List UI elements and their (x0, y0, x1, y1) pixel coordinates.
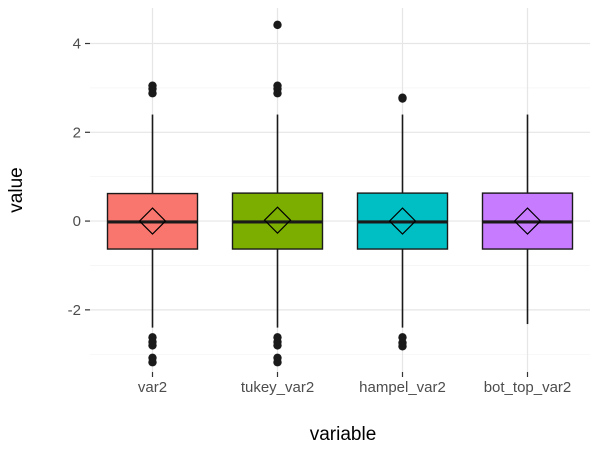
x-tick-label: bot_top_var2 (484, 379, 572, 396)
outlier-point (148, 358, 157, 367)
box-bot_top_var2 (481, 114, 574, 325)
x-axis-title: variable (310, 424, 377, 445)
outlier-point (148, 81, 157, 90)
box-hampel_var2 (356, 93, 449, 351)
x-tick-label: var2 (138, 379, 167, 396)
box-var2 (106, 81, 199, 367)
y-tick-label: -2 (68, 302, 81, 319)
mean-diamond (388, 207, 417, 235)
mean-diamond (513, 207, 542, 235)
outlier-point (273, 20, 282, 30)
y-tick-label: 4 (73, 36, 81, 53)
grid-layer (90, 8, 590, 372)
x-tick-label: tukey_var2 (241, 379, 314, 396)
outlier-point (148, 341, 157, 350)
box-layer (106, 20, 574, 367)
x-tick-label: hampel_var2 (359, 379, 446, 396)
mean-diamond (138, 207, 167, 235)
outlier-point (398, 342, 407, 351)
axis-layer: -2 0 2 4 var2 tukey_var2 hampel_var2 bot_top_va… (68, 36, 572, 396)
y-tick-label: 2 (73, 124, 81, 141)
outlier-point (398, 94, 407, 103)
y-tick-label: 0 (73, 213, 81, 230)
mean-diamond (263, 206, 292, 235)
outlier-point (273, 81, 282, 90)
outlier-point (273, 358, 282, 367)
outlier-point (273, 341, 282, 350)
y-axis-title: value (6, 167, 27, 212)
box-tukey_var2 (231, 20, 324, 367)
